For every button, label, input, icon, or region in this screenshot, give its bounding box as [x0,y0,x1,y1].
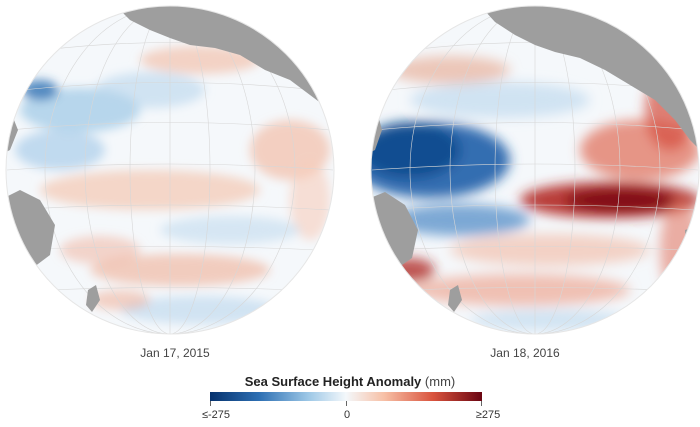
tick-mid [346,401,347,406]
date-label-2015: Jan 17, 2015 [140,346,210,360]
south-america-land [330,245,334,320]
date-label-2016: Jan 18, 2016 [490,346,560,360]
tick-max [481,401,482,406]
color-scale-bar [210,392,482,401]
legend-mid-label: 0 [343,409,351,421]
globe-2016-map [370,5,700,335]
tick-min [210,401,211,406]
new-zealand-land [448,285,462,312]
globe-2015 [0,0,350,340]
legend-max-label: ≥275 [475,409,501,421]
anomaly-field-2015 [15,46,330,324]
legend-title-text: Sea Surface Height Anomaly [244,374,422,389]
legend-min-label: ≤-275 [201,409,231,421]
globe-2016 [350,0,700,340]
legend-title: Sea Surface Height Anomaly (mm) [0,374,700,389]
graticule [371,6,699,334]
globe-outline [370,5,700,335]
globe-outline [5,5,335,335]
globe-2015-map [5,5,335,335]
graticule [6,6,334,334]
new-zealand-land [86,285,100,312]
legend-units: (mm) [424,374,456,389]
south-america-land [685,225,699,320]
